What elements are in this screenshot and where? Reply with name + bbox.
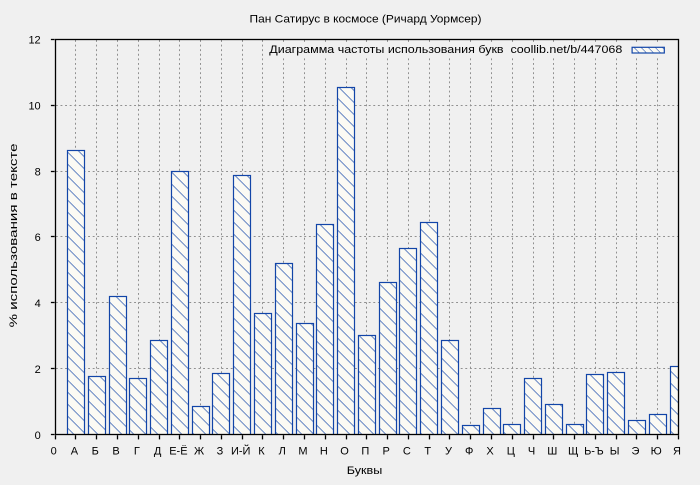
- svg-text:10: 10: [28, 100, 40, 112]
- svg-text:8: 8: [35, 166, 41, 178]
- svg-text:А: А: [71, 446, 79, 458]
- svg-text:Щ: Щ: [568, 446, 578, 458]
- svg-text:12: 12: [28, 35, 40, 47]
- svg-text:Я: Я: [673, 446, 681, 458]
- svg-text:О: О: [340, 446, 349, 458]
- svg-text:М: М: [298, 446, 307, 458]
- svg-text:С: С: [403, 446, 411, 458]
- svg-text:Ч: Ч: [528, 446, 535, 458]
- svg-text:Ш: Ш: [547, 446, 557, 458]
- svg-text:Д: Д: [154, 446, 162, 458]
- svg-text:Т: Т: [424, 446, 431, 458]
- svg-text:Х: Х: [486, 446, 494, 458]
- svg-text:Ю: Ю: [651, 446, 662, 458]
- svg-text:И-Й: И-Й: [231, 445, 250, 458]
- svg-text:Г: Г: [134, 446, 140, 458]
- svg-text:Р: Р: [382, 446, 389, 458]
- svg-text:Э: Э: [631, 446, 639, 458]
- svg-text:4: 4: [35, 298, 41, 310]
- svg-text:0: 0: [35, 430, 41, 442]
- svg-text:Ы: Ы: [610, 446, 620, 458]
- svg-text:Н: Н: [320, 446, 328, 458]
- svg-text:0: 0: [51, 446, 57, 458]
- svg-text:6: 6: [35, 232, 41, 244]
- svg-text:Ф: Ф: [465, 446, 473, 458]
- svg-text:Л: Л: [279, 446, 286, 458]
- svg-text:З: З: [217, 446, 224, 458]
- svg-text:Ж: Ж: [194, 446, 204, 458]
- svg-text:Б: Б: [92, 446, 99, 458]
- svg-text:П: П: [361, 446, 369, 458]
- svg-text:Пан Сатирус в космосе (Ричард: Пан Сатирус в космосе (Ричард Уормсер): [250, 13, 482, 25]
- svg-text:Диаграмма частоты использовани: Диаграмма частоты использования букв coo…: [269, 44, 622, 56]
- svg-text:В: В: [112, 446, 119, 458]
- svg-text:Е-Ё: Е-Ё: [169, 446, 187, 458]
- svg-text:У: У: [445, 446, 453, 458]
- svg-text:2: 2: [35, 364, 41, 376]
- svg-text:К: К: [258, 446, 265, 458]
- svg-text:Буквы: Буквы: [347, 465, 383, 477]
- svg-text:% использования в тексте: % использования в тексте: [8, 143, 20, 327]
- svg-text:Ь-Ъ: Ь-Ъ: [584, 446, 604, 458]
- svg-text:Ц: Ц: [507, 446, 515, 458]
